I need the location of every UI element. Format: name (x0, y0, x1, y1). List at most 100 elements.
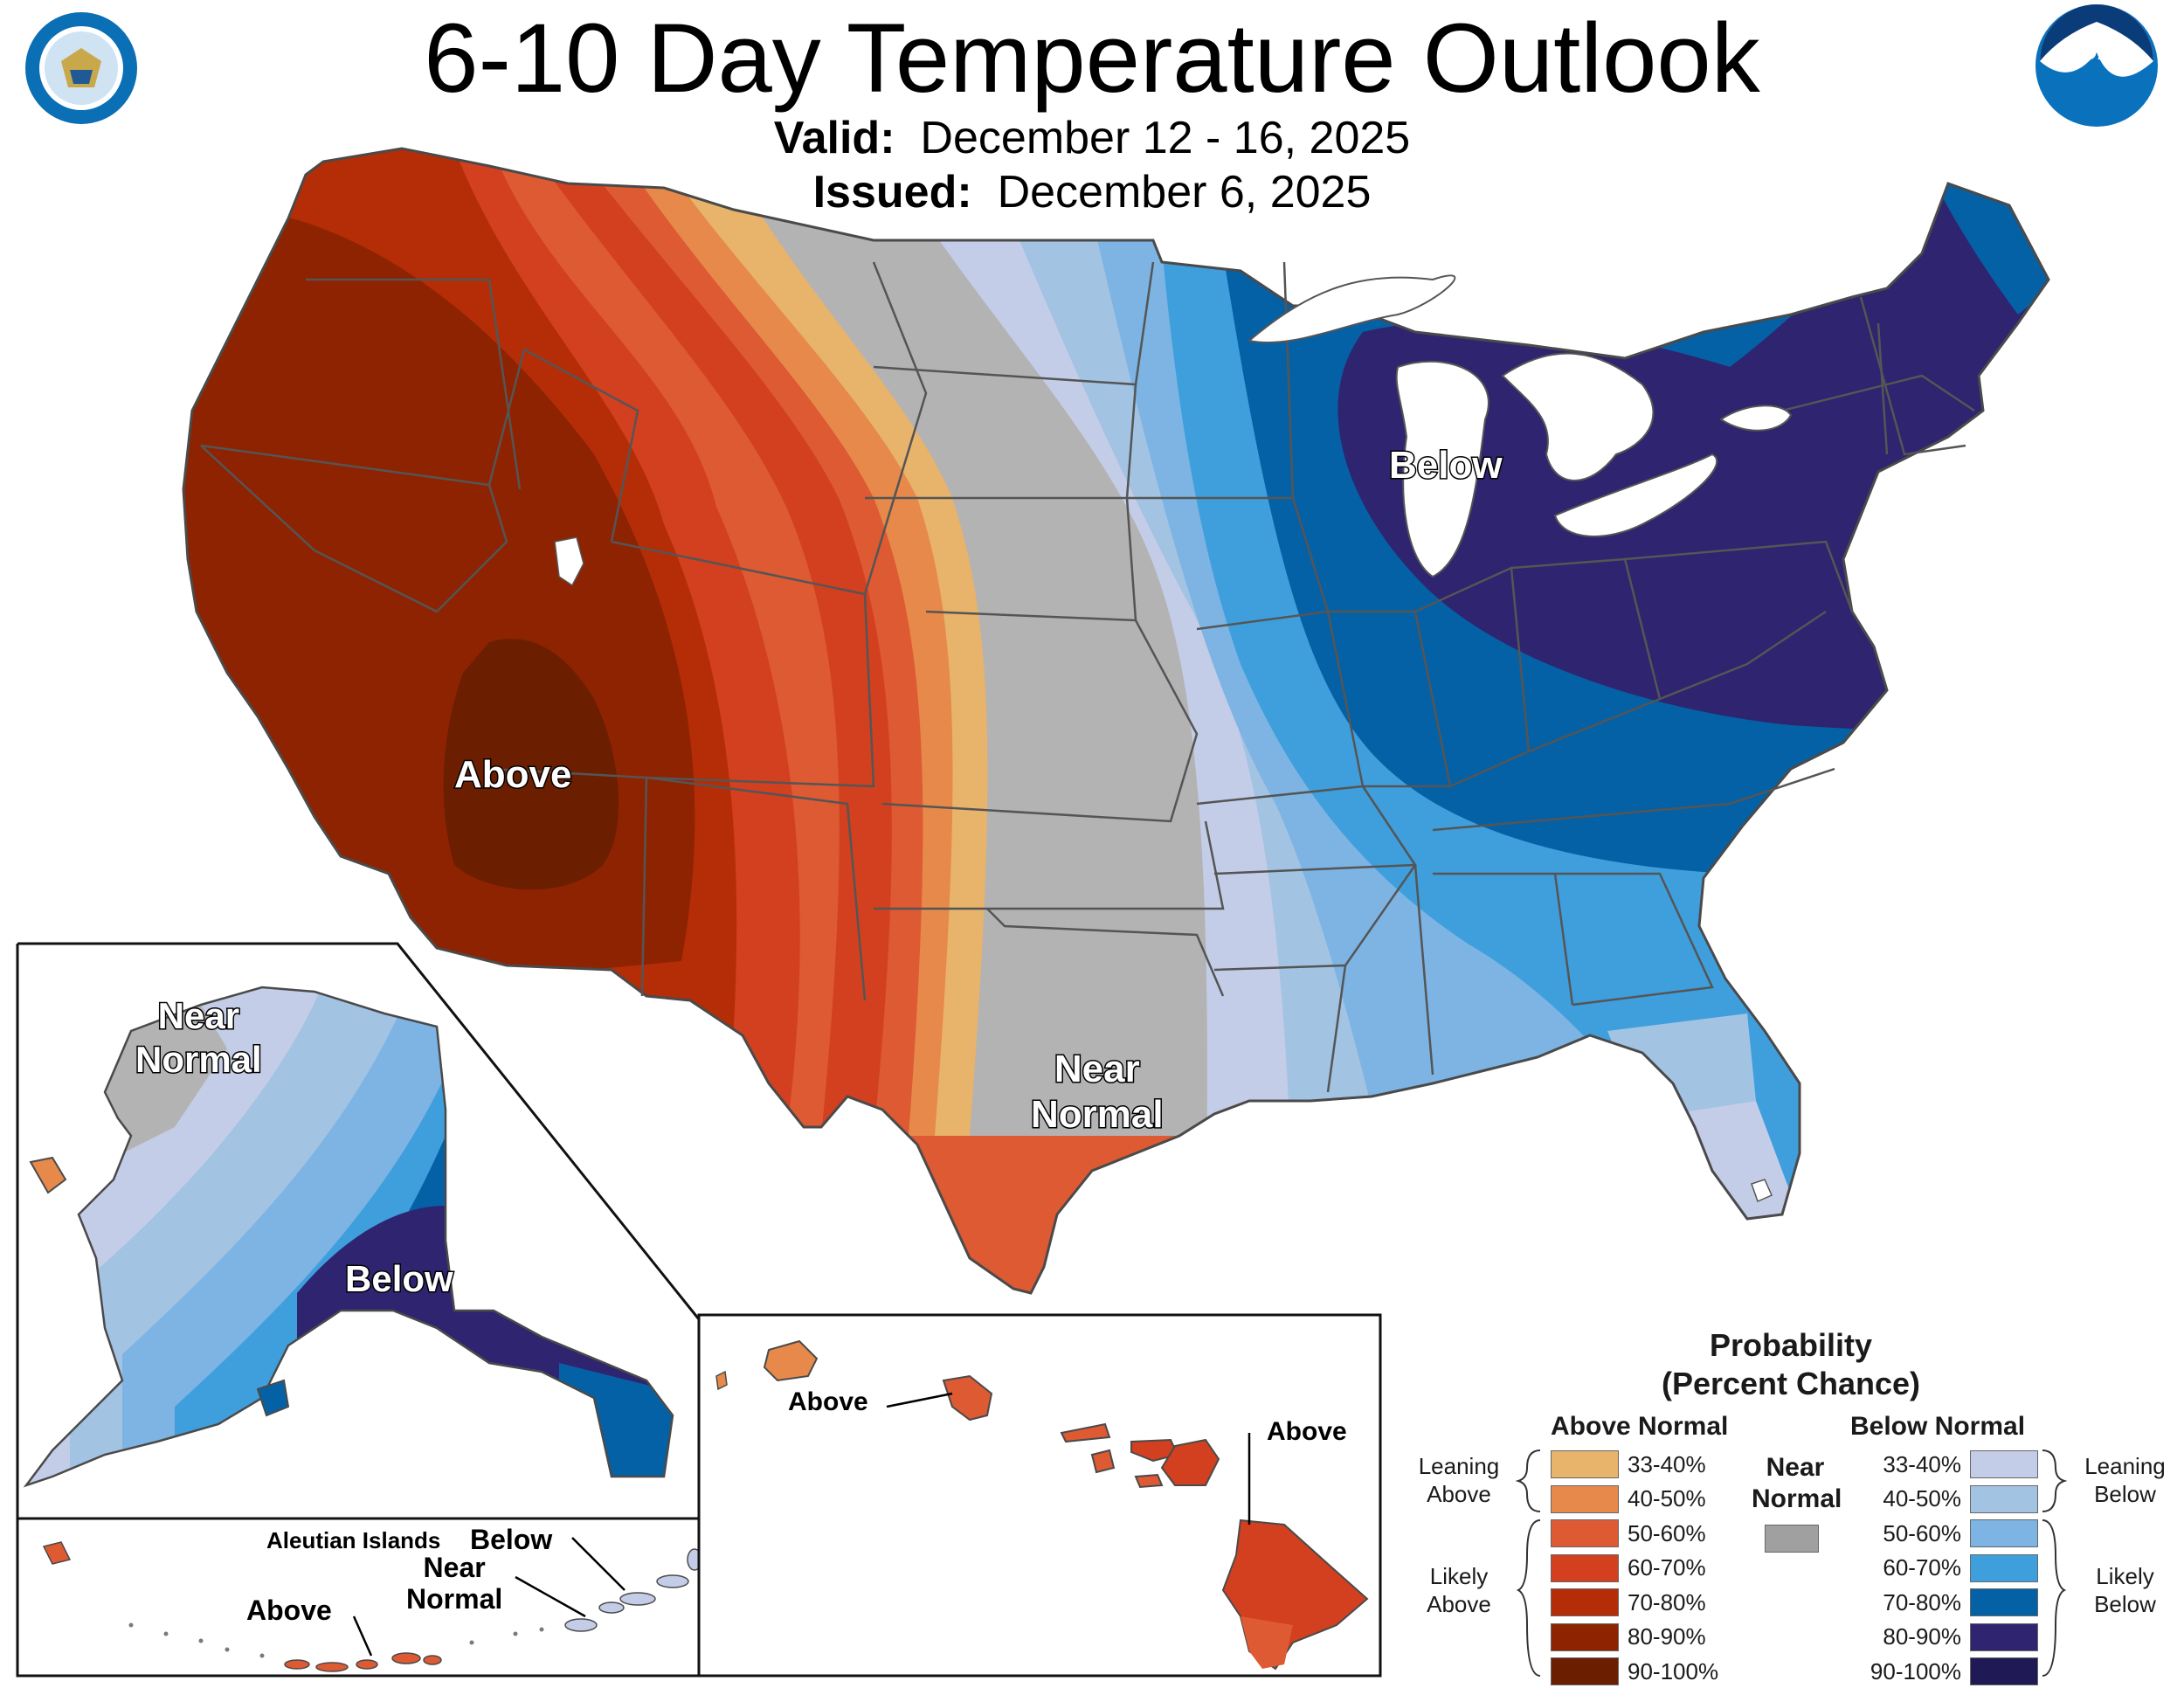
legend-above-range: 80-90% (1628, 1623, 1706, 1650)
legend-likely-above-line2: Above (1427, 1591, 1491, 1617)
legend-below-range: 50-60% (1883, 1519, 1961, 1546)
alaska-below-label: Below (344, 1257, 455, 1301)
commerce-seal-logo (25, 12, 137, 124)
legend-below-row: 40-50% (1856, 1484, 2038, 1513)
legend-above-range: 40-50% (1628, 1485, 1706, 1512)
legend-above-row: 90-100% (1551, 1657, 1732, 1685)
alaska-near-normal-line2: Normal (135, 1038, 264, 1082)
legend-title-line1: Probability (1709, 1327, 1873, 1363)
legend-below-range: 40-50% (1883, 1485, 1961, 1512)
conus-near-normal-line1: Near (1053, 1047, 1141, 1092)
great-lakes (1247, 274, 1793, 578)
valid-label: Valid: (773, 113, 895, 163)
legend-above-range: 60-70% (1628, 1554, 1706, 1581)
issued-line: Issued: December 6, 2025 (0, 166, 2184, 218)
aleutian-below-label: Below (470, 1524, 553, 1555)
legend-likely-below: Likely Below (2075, 1562, 2175, 1618)
aleutian-above-label: Above (246, 1595, 332, 1626)
legend-leaning-below: Leaning Below (2075, 1452, 2175, 1508)
legend-near-normal-swatch (1765, 1525, 1819, 1553)
legend-likely-above-line1: Likely (1429, 1563, 1489, 1589)
legend-below-range: 33-40% (1883, 1450, 1961, 1477)
legend-above-swatch (1551, 1588, 1619, 1616)
legend-near-line2: Normal (1752, 1484, 1842, 1513)
legend-above-range: 50-60% (1628, 1519, 1706, 1546)
alaska-inset (16, 942, 701, 1519)
legend-below-swatch (1970, 1519, 2038, 1547)
legend-leaning-above-line1: Leaning (1418, 1453, 1500, 1479)
noaa-logo: NOAA (2035, 4, 2158, 127)
legend-below-row: 50-60% (1856, 1519, 2038, 1547)
legend-below-range: 60-70% (1883, 1554, 1961, 1581)
legend-above-row: 70-80% (1551, 1588, 1732, 1616)
aleutian-inset (16, 1517, 702, 1678)
hawaii-above-left-label: Above (788, 1387, 868, 1416)
legend-above-row: 33-40% (1551, 1450, 1732, 1478)
legend-below-row: 60-70% (1856, 1553, 2038, 1582)
legend-below-row: 33-40% (1856, 1450, 2038, 1478)
legend-above-swatch (1551, 1484, 1619, 1513)
conus-outlook (183, 149, 2049, 1293)
svg-text:NOAA: NOAA (2063, 38, 2131, 65)
legend-title-line2: (Percent Chance) (1661, 1366, 1921, 1401)
alaska-near-normal-line1: Near (156, 994, 240, 1038)
legend-above-range: 70-80% (1628, 1588, 1706, 1615)
great-salt-lake (554, 536, 584, 587)
legend-above-row: 50-60% (1551, 1519, 1732, 1547)
legend-below-range: 90-100% (1870, 1657, 1961, 1685)
lake-okeechobee (1751, 1179, 1773, 1203)
legend-above-swatch (1551, 1519, 1619, 1547)
legend-above-range: 33-40% (1628, 1450, 1706, 1477)
legend-above-swatch (1551, 1657, 1619, 1685)
legend-below-row: 80-90% (1856, 1622, 2038, 1651)
legend-below-range: 70-80% (1883, 1588, 1961, 1615)
aleutian-title: Aleutian Islands (266, 1527, 441, 1553)
hawaii-inset (697, 1313, 1382, 1678)
legend-leaning-above: Leaning Above (1411, 1452, 1507, 1508)
conus-outline (182, 147, 2050, 1295)
conus-near-normal-line2: Normal (1030, 1092, 1165, 1138)
legend-likely-above: Likely Above (1411, 1562, 1507, 1618)
legend-above-header: Above Normal (1551, 1412, 1729, 1441)
legend-above-swatch (1551, 1622, 1619, 1651)
legend-below-row: 90-100% (1856, 1657, 2038, 1685)
legend-below-range: 80-90% (1883, 1623, 1961, 1650)
valid-dates: December 12 - 16, 2025 (920, 113, 1411, 163)
legend-above-row: 80-90% (1551, 1622, 1732, 1651)
hawaii-above-right-label: Above (1267, 1417, 1347, 1446)
legend-above-row: 60-70% (1551, 1553, 1732, 1582)
legend-leaning-below-line1: Leaning (2084, 1453, 2166, 1479)
legend-braces (1515, 1449, 2068, 1677)
legend-above-row: 40-50% (1551, 1484, 1732, 1513)
aleutian-near-normal-line2: Normal (406, 1583, 503, 1615)
aleutian-near-normal-label: Near Normal (406, 1552, 502, 1615)
legend-above-swatch (1551, 1553, 1619, 1582)
legend-near-line1: Near (1766, 1453, 1825, 1482)
legend-below-swatch (1970, 1657, 2038, 1685)
legend-below-swatch (1970, 1450, 2038, 1478)
issued-label: Issued: (812, 167, 972, 218)
legend-likely-below-line2: Below (2094, 1591, 2156, 1617)
legend-below-header: Below Normal (1850, 1412, 2026, 1441)
aleutian-near-normal-line1: Near (423, 1552, 486, 1583)
legend-below-swatch (1970, 1588, 2038, 1616)
issued-date: December 6, 2025 (997, 167, 1372, 218)
legend-leaning-above-line2: Above (1427, 1481, 1491, 1507)
conus-near-normal-label: Near Normal (1030, 1047, 1165, 1138)
conus-below-label: Below (1388, 443, 1504, 488)
legend-below-swatch (1970, 1484, 2038, 1513)
map-title: 6-10 Day Temperature Outlook (424, 3, 1760, 113)
valid-line: Valid: December 12 - 16, 2025 (0, 112, 2184, 164)
legend-leaning-below-line2: Below (2094, 1481, 2156, 1507)
legend-below-swatch (1970, 1553, 2038, 1582)
legend-above-swatch (1551, 1450, 1619, 1478)
alaska-near-normal-label: Near Normal (135, 994, 264, 1082)
conus-above-label: Above (453, 752, 572, 798)
legend-near-normal-label: Near Normal (1752, 1452, 1842, 1515)
legend-likely-below-line1: Likely (2096, 1563, 2154, 1589)
legend-below-swatch (1970, 1622, 2038, 1651)
state-boundaries (200, 261, 1975, 1093)
legend-below-row: 70-80% (1856, 1588, 2038, 1616)
legend-above-range: 90-100% (1628, 1657, 1719, 1685)
